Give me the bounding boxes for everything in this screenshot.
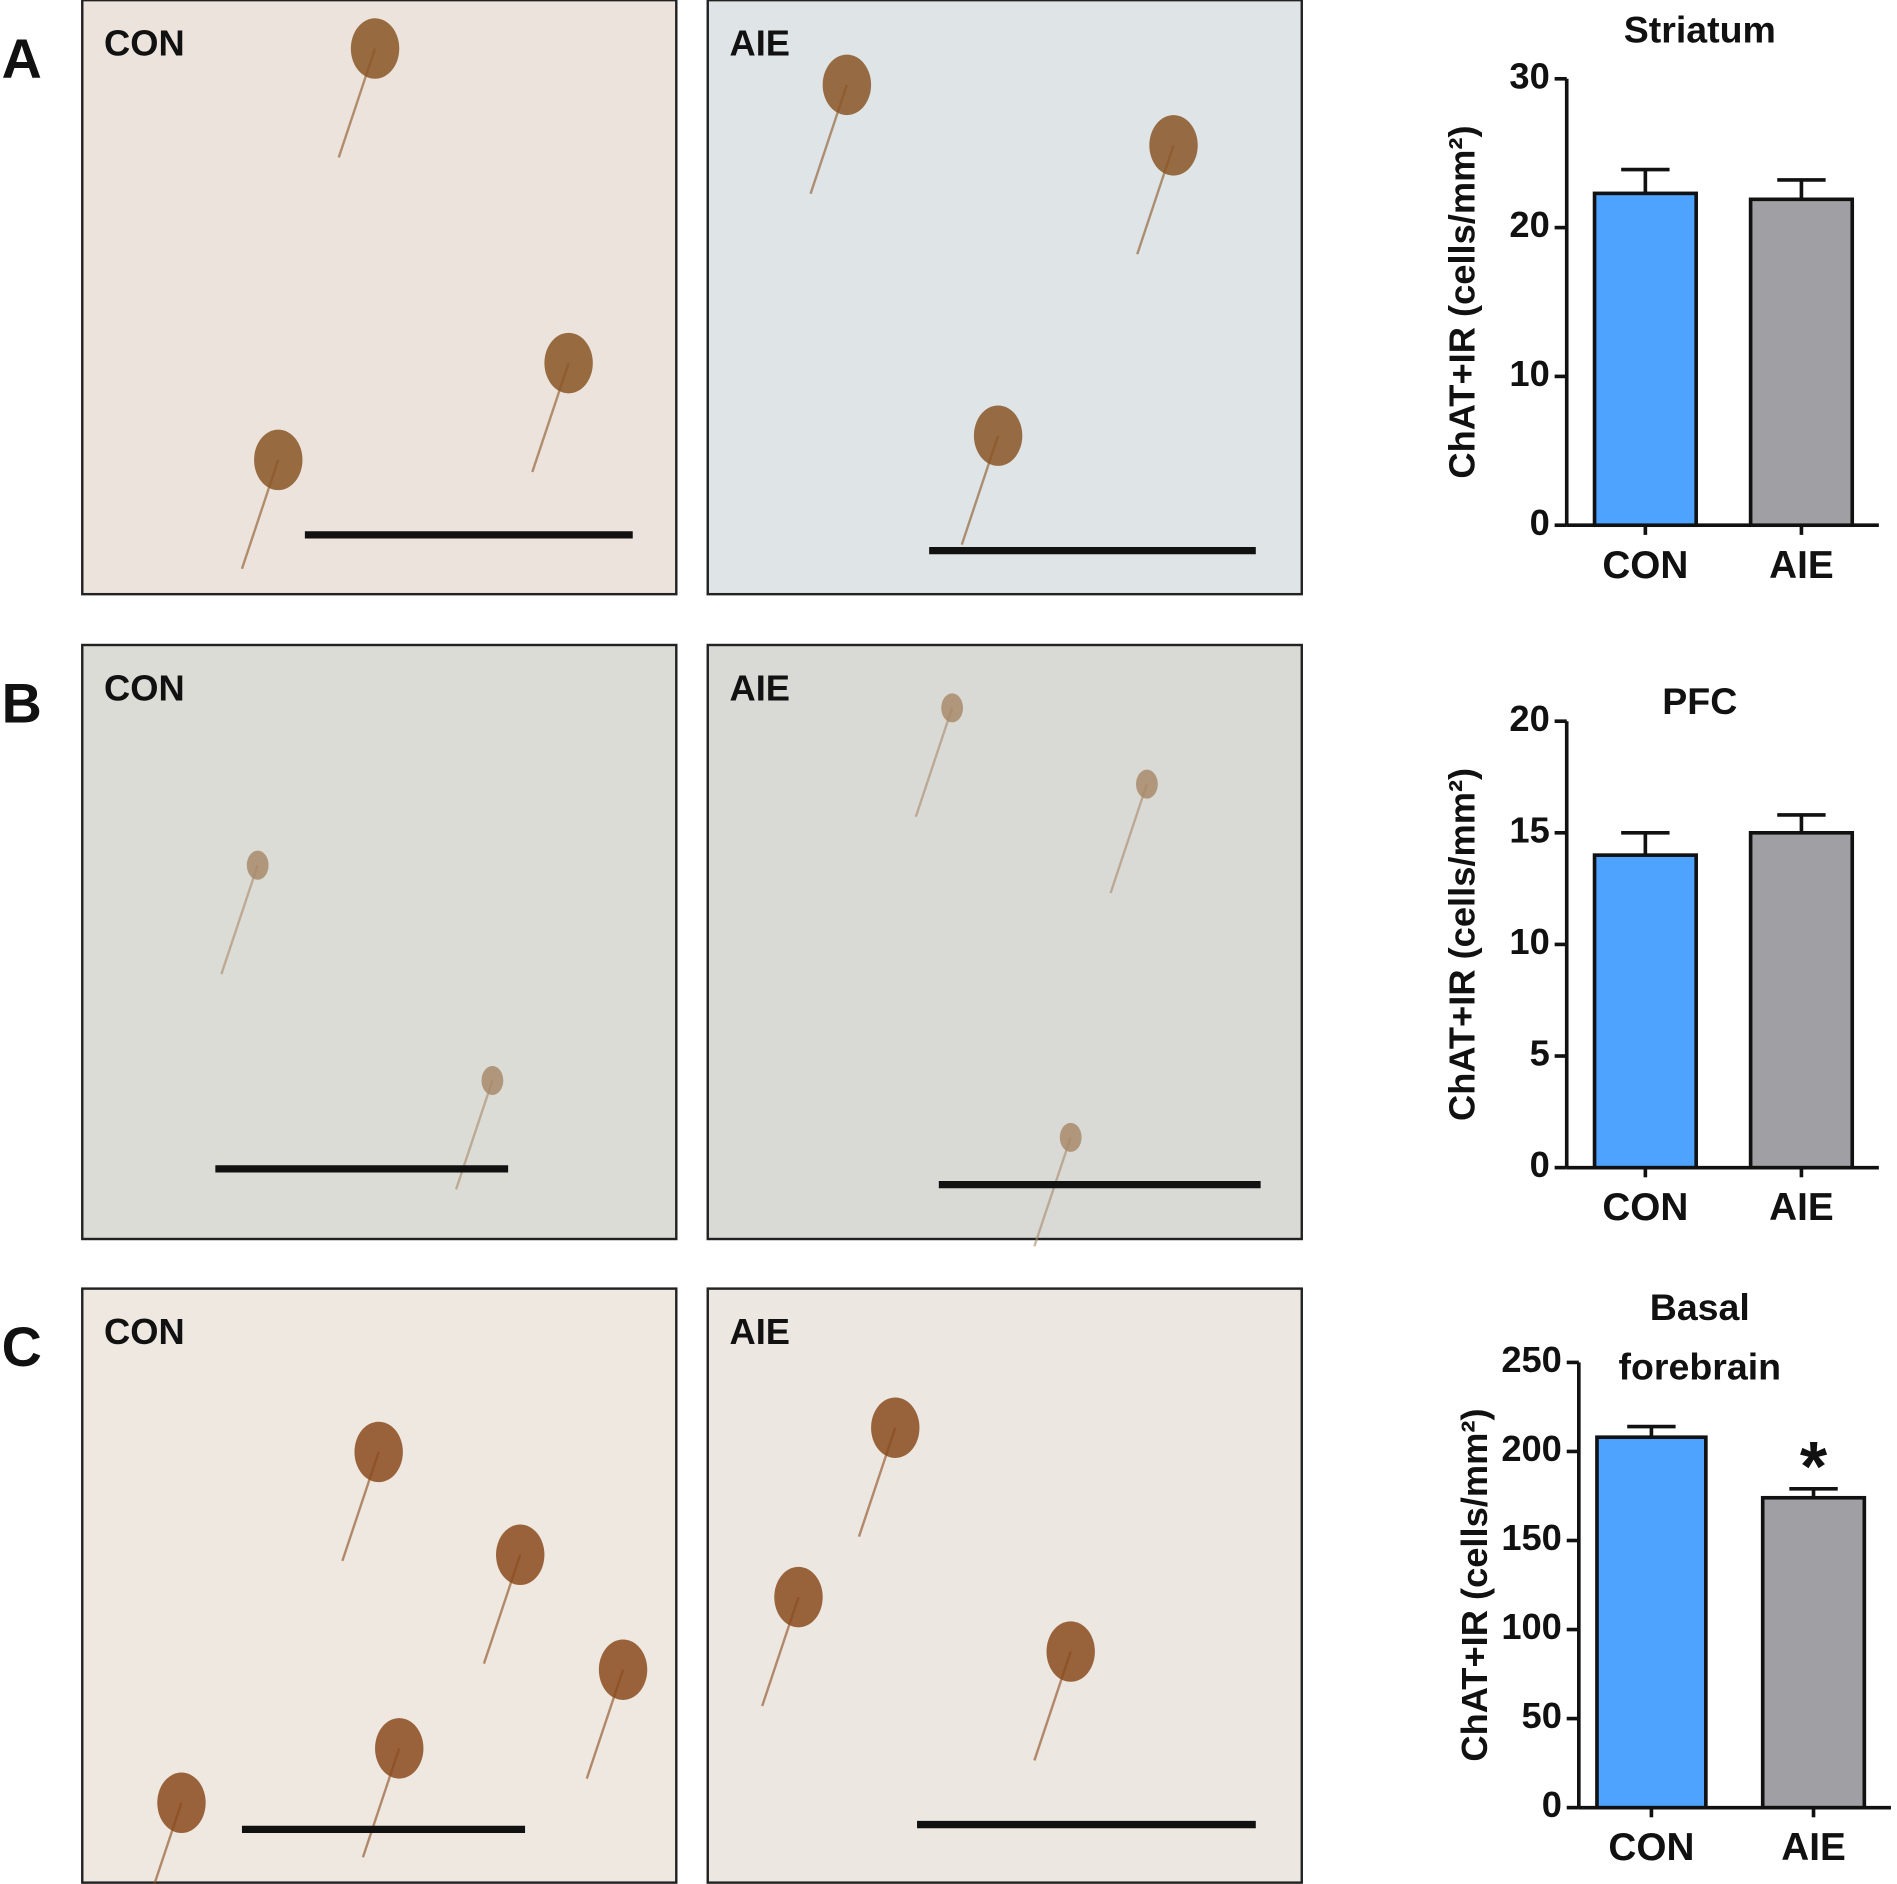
bar <box>1760 1495 1867 1810</box>
cell-body <box>774 1566 823 1628</box>
y-tick-label: 100 <box>1501 1606 1562 1647</box>
neurite <box>914 707 954 818</box>
y-tick-label: 250 <box>1501 1339 1562 1380</box>
y-tick-label: 0 <box>1542 1784 1562 1825</box>
cell-body <box>375 1718 424 1779</box>
cell-body <box>354 1421 403 1483</box>
y-tick-label: 50 <box>1522 1695 1562 1736</box>
y-tick-label: 0 <box>1530 502 1550 543</box>
y-tick-label: 0 <box>1530 1144 1550 1185</box>
image-label: CON <box>104 1311 185 1352</box>
image-label: AIE <box>730 668 790 709</box>
micrograph <box>706 643 1303 1241</box>
y-tick-label: 5 <box>1530 1033 1550 1074</box>
neurite <box>220 864 259 975</box>
cell-body <box>1136 769 1158 799</box>
cell-body <box>598 1639 648 1700</box>
image-label: AIE <box>730 23 790 64</box>
bar <box>1748 830 1855 1170</box>
micrograph <box>706 0 1303 596</box>
y-axis-label: ChAT+IR (cells/mm²) <box>1442 125 1483 478</box>
image-label: CON <box>104 668 185 709</box>
micrograph <box>81 643 678 1241</box>
bar <box>1595 1435 1708 1810</box>
chart-title: PFC <box>1662 680 1738 723</box>
y-tick-label: 20 <box>1509 698 1549 739</box>
neurite <box>1109 783 1149 894</box>
cell-body <box>246 850 269 880</box>
panel-letter: A <box>2 28 42 90</box>
y-axis-label: ChAT+IR (cells/mm²) <box>1442 768 1483 1121</box>
neurite <box>1033 1137 1072 1247</box>
cell-body <box>254 429 303 491</box>
image-label: CON <box>104 23 185 64</box>
cell-body <box>822 54 872 116</box>
y-tick-label: 150 <box>1501 1517 1562 1558</box>
panel-letter: C <box>2 1316 42 1378</box>
y-tick-label: 200 <box>1501 1428 1562 1469</box>
cell-body <box>973 405 1023 466</box>
y-tick-label: 20 <box>1509 204 1549 245</box>
cell-body <box>481 1066 504 1096</box>
bar <box>1748 197 1855 528</box>
cell-body <box>1149 115 1198 176</box>
cell-body <box>1046 1621 1095 1682</box>
bar <box>1592 191 1698 528</box>
cell-body <box>871 1397 920 1458</box>
x-tick-label: CON <box>1608 1826 1694 1869</box>
x-tick-label: AIE <box>1781 1826 1846 1869</box>
chart-title-box: Basal forebrain <box>1618 1286 1782 1388</box>
micrograph <box>81 0 678 596</box>
cell-body <box>496 1524 545 1586</box>
bar <box>1592 853 1698 1170</box>
y-axis-label: ChAT+IR (cells/mm²) <box>1454 1408 1495 1761</box>
y-tick-label: 30 <box>1509 55 1549 96</box>
x-tick-label: AIE <box>1769 1186 1834 1229</box>
chart-title: Basal forebrain <box>1618 1286 1782 1388</box>
chart-title-box: PFC <box>1662 680 1738 723</box>
x-tick-label: CON <box>1602 1186 1688 1229</box>
cell-body <box>350 18 400 79</box>
cell-body <box>941 693 964 723</box>
chart-title-box: Striatum <box>1623 8 1776 51</box>
cell-body <box>544 332 593 394</box>
y-tick-label: 15 <box>1509 809 1549 850</box>
annotation: * <box>1800 1426 1828 1505</box>
y-tick-label: 10 <box>1509 921 1549 962</box>
x-tick-label: AIE <box>1769 544 1834 587</box>
chart-title: Striatum <box>1623 8 1776 51</box>
y-tick-label: 10 <box>1509 353 1549 394</box>
x-tick-label: CON <box>1602 544 1688 587</box>
cell-body <box>1059 1122 1082 1152</box>
panel-letter: B <box>2 673 42 735</box>
cell-body <box>157 1772 206 1834</box>
image-label: AIE <box>730 1311 790 1352</box>
